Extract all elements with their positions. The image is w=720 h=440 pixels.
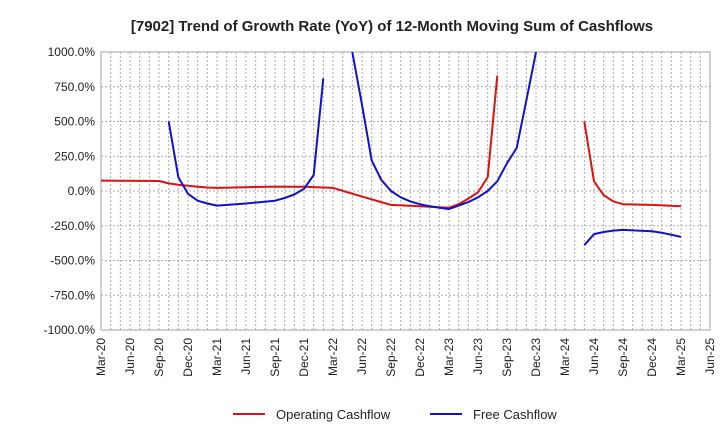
y-gridlines: [101, 51, 710, 331]
y-tick-label: 250.0%: [54, 149, 95, 163]
x-tick-label: Mar-20: [94, 338, 108, 376]
x-axis-tick-labels: Mar-20 Jun-20 Sep-20 Dec-20 Mar-21 Jun-21 Sep-…: [94, 338, 717, 377]
series-line: [101, 75, 499, 209]
x-tick-label: Sep-24: [616, 338, 630, 377]
chart-title: [7902] Trend of Growth Rate (YoY) of 12-…: [131, 18, 653, 35]
series-line: [351, 52, 537, 211]
x-tick-label: Jun-20: [123, 338, 137, 375]
y-tick-label: 1000.0%: [48, 45, 96, 59]
x-tick-label: Mar-22: [326, 338, 340, 376]
series-line: [583, 228, 682, 246]
y-tick-label: -250.0%: [50, 219, 95, 233]
y-tick-label: 500.0%: [54, 115, 95, 129]
x-tick-label: Dec-22: [413, 338, 427, 377]
x-tick-label: Mar-21: [210, 338, 224, 376]
series-lines: [101, 52, 682, 246]
y-tick-label: -1000.0%: [44, 323, 96, 337]
legend-label: Free Cashflow: [473, 407, 557, 422]
x-tick-label: Mar-24: [558, 338, 572, 376]
x-tick-label: Dec-20: [181, 338, 195, 377]
x-tick-label: Mar-25: [674, 338, 688, 376]
x-tick-label: Sep-23: [500, 338, 514, 377]
x-tick-label: Jun-23: [471, 338, 485, 375]
x-tick-label: Dec-24: [645, 338, 659, 377]
series-line: [583, 121, 682, 208]
series-line: [167, 78, 325, 207]
y-tick-label: -750.0%: [50, 288, 95, 302]
x-tick-label: Jun-21: [239, 338, 253, 375]
y-tick-label: 0.0%: [68, 184, 96, 198]
x-tick-label: Sep-20: [152, 338, 166, 377]
x-tick-label: Dec-23: [529, 338, 543, 377]
legend-label: Operating Cashflow: [276, 407, 391, 422]
x-tick-label: Sep-22: [384, 338, 398, 377]
y-axis-tick-labels: 1000.0% 750.0% 500.0% 250.0% 0.0% -250.0% -500…: [44, 45, 96, 337]
x-tick-label: Jun-24: [587, 338, 601, 375]
y-tick-label: 750.0%: [54, 80, 95, 94]
x-tick-label: Jun-25: [703, 338, 717, 375]
x-tick-label: Jun-22: [355, 338, 369, 375]
y-tick-label: -500.0%: [50, 254, 95, 268]
x-tick-label: Sep-21: [268, 338, 282, 377]
x-tick-label: Dec-21: [297, 338, 311, 377]
x-tick-label: Mar-23: [442, 338, 456, 376]
legend: Operating Cashflow Free Cashflow: [233, 407, 557, 422]
plot-area: [100, 51, 711, 331]
